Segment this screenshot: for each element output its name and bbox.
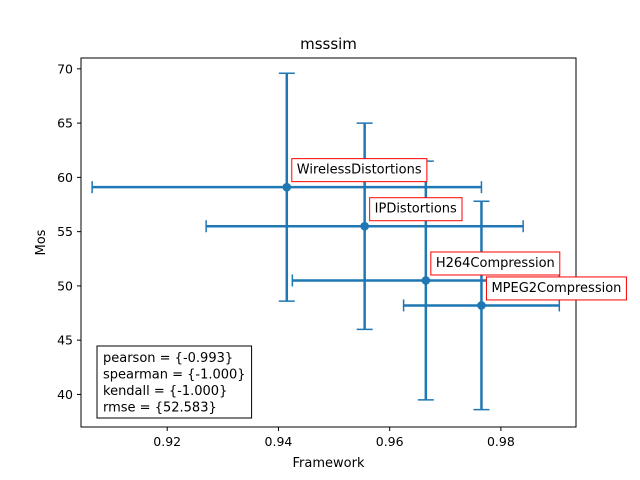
point-label-box — [430, 251, 561, 276]
data-point — [421, 276, 431, 285]
plot-area — [91, 72, 561, 411]
data-point-group — [91, 72, 483, 302]
y-tick-label: 55 — [57, 224, 73, 239]
y-axis: 40 45 50 55 60 65 70 — [57, 61, 81, 402]
y-tick-label: 65 — [57, 116, 73, 131]
axes-frame — [80, 57, 577, 428]
y-axis-label: Mos — [34, 229, 49, 255]
point-label-text: MPEG2Compression — [491, 281, 621, 296]
point-label: WirelessDistortions — [291, 158, 428, 183]
data-point — [282, 182, 292, 192]
point-label: MPEG2Compression — [485, 276, 627, 301]
data-point-group — [205, 122, 524, 331]
stats-line: spearman = {-1.000} — [103, 368, 246, 383]
point-label-text: WirelessDistortions — [297, 163, 422, 178]
data-point-group — [402, 200, 561, 411]
x-axis: 0.92 0.94 0.96 0.98 — [153, 427, 515, 449]
stats-line: kendall = {-1.000} — [103, 384, 227, 399]
stats-box-frame — [96, 345, 253, 419]
y-tick-label: 45 — [57, 333, 73, 348]
stats-box: pearson = {-0.993} spearman = {-1.000}ken… — [96, 345, 253, 419]
point-label: IPDistortions — [369, 197, 463, 222]
point-label-text: H264Compression — [436, 256, 555, 271]
stats-line: pearson = {-0.993} — [103, 351, 233, 366]
chart-title: msssim — [300, 35, 357, 53]
point-label-box — [291, 158, 428, 183]
point-label-box — [369, 197, 463, 222]
point-label-text: IPDistortions — [375, 202, 457, 217]
stats-line: rmse = {52.583} — [103, 401, 217, 416]
y-tick-label: 60 — [57, 170, 73, 185]
x-tick-label: 0.94 — [265, 434, 293, 449]
y-tick-label: 50 — [57, 278, 73, 293]
x-tick-label: 0.92 — [153, 434, 181, 449]
x-tick-label: 0.96 — [376, 434, 404, 449]
y-tick-label: 70 — [57, 61, 73, 76]
x-tick-label: 0.98 — [487, 434, 515, 449]
y-tick-label: 40 — [57, 387, 73, 402]
point-label-box — [485, 276, 627, 301]
data-point — [360, 221, 369, 231]
point-label: H264Compression — [430, 251, 561, 276]
annotations: WirelessDistortions IPDistortions H264Comp… — [291, 158, 627, 301]
data-point — [477, 301, 486, 310]
x-axis-label: Framework — [293, 456, 365, 471]
